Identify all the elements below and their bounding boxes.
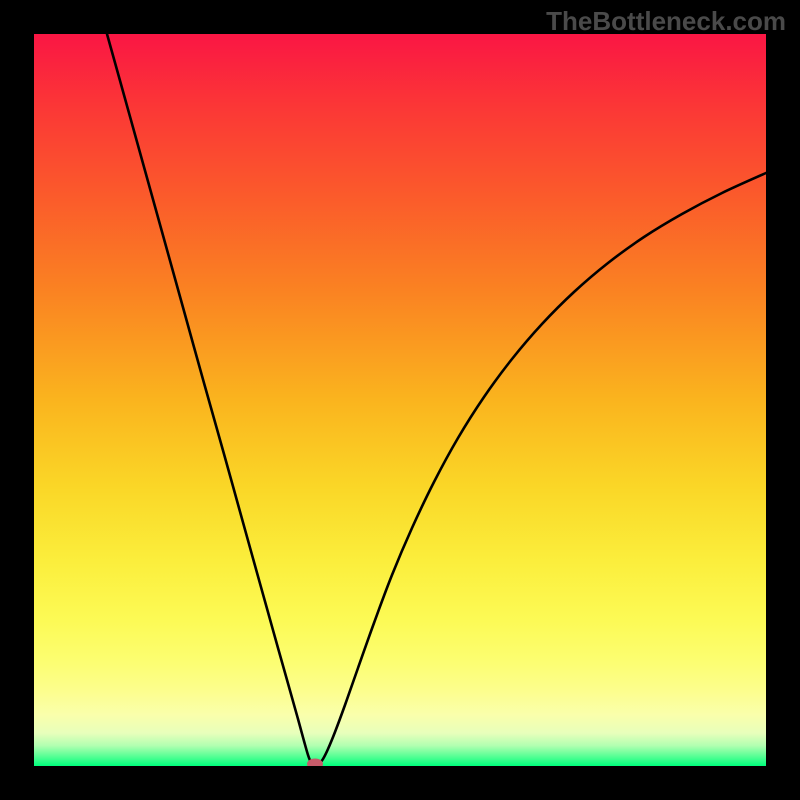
chart-svg [34, 34, 766, 766]
chart-background [34, 34, 766, 766]
chart-plot-area [34, 34, 766, 766]
watermark-label: TheBottleneck.com [546, 6, 786, 37]
chart-frame: TheBottleneck.com [0, 0, 800, 800]
